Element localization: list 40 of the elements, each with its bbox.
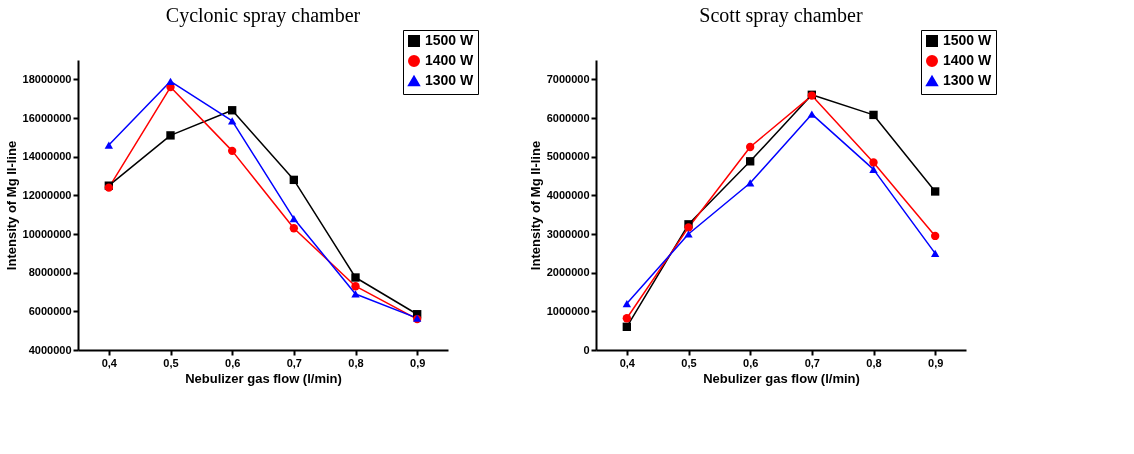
- x-tick-label: 0,6: [743, 356, 759, 369]
- x-tick-label: 0,8: [866, 356, 882, 369]
- legend-label: 1300 W: [425, 72, 475, 88]
- y-tick-label: 6000000: [28, 304, 72, 317]
- x-axis-title: Nebulizer gas flow (l/min): [185, 370, 342, 386]
- y-axis-title: Intensity of Mg II-line: [527, 140, 543, 271]
- x-tick-label: 0,4: [101, 356, 118, 369]
- x-tick-label: 0,5: [681, 356, 697, 369]
- y-tick-label: 4000000: [28, 343, 72, 356]
- x-tick-label: 0,5: [163, 356, 179, 369]
- x-axis-title: Nebulizer gas flow (l/min): [703, 370, 860, 386]
- y-tick-label: 14000000: [22, 150, 72, 163]
- x-tick-label: 0,6: [225, 356, 241, 369]
- x-tick-label: 0,9: [410, 356, 426, 369]
- y-tick-label: 16000000: [22, 111, 72, 124]
- x-tick-label: 0,8: [348, 356, 364, 369]
- y-tick-label: 10000000: [22, 227, 72, 240]
- y-tick-label: 6000000: [546, 111, 590, 124]
- y-tick-label: 7000000: [546, 72, 590, 85]
- legend-label: 1400 W: [425, 52, 475, 68]
- chart-title: Scott spray chamber: [699, 3, 863, 27]
- y-tick-label: 3000000: [546, 227, 590, 240]
- y-tick-label: 8000000: [28, 266, 72, 279]
- y-axis-title: Intensity of Mg II-line: [3, 140, 19, 271]
- y-tick-label: 1000000: [546, 304, 590, 317]
- legend-label: 1400 W: [943, 52, 993, 68]
- legend-label: 1500 W: [425, 32, 475, 48]
- x-tick-label: 0,9: [928, 356, 944, 369]
- y-tick-label: 2000000: [546, 266, 590, 279]
- y-tick-label: 5000000: [546, 150, 590, 163]
- y-tick-label: 18000000: [22, 72, 72, 85]
- y-tick-label: 12000000: [22, 188, 72, 201]
- y-tick-label: 0: [583, 343, 590, 356]
- x-tick-label: 0,7: [286, 356, 302, 369]
- x-tick-label: 0,4: [619, 356, 636, 369]
- chart-title: Cyclonic spray chamber: [165, 3, 361, 27]
- x-tick-label: 0,7: [804, 356, 820, 369]
- y-tick-label: 4000000: [546, 188, 590, 201]
- legend-label: 1500 W: [943, 32, 993, 48]
- legend-label: 1300 W: [943, 72, 993, 88]
